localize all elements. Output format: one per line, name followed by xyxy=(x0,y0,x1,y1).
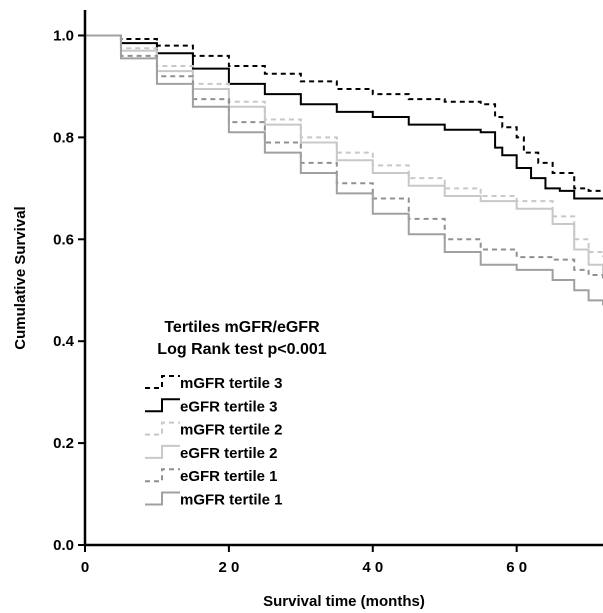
legend: Tertiles mGFR/eGFR Log Rank test p<0.001… xyxy=(145,319,327,509)
y-tick-label: 0.4 xyxy=(53,333,75,350)
legend-title-line-2: Log Rank test p<0.001 xyxy=(157,341,326,358)
legend-entry-label: eGFR tertile 1 xyxy=(180,468,278,485)
legend-swatch xyxy=(145,491,180,506)
series-line xyxy=(85,34,603,306)
y-tick-label: 0.2 xyxy=(53,435,74,452)
series-line xyxy=(85,34,603,258)
y-tick-label: 0.6 xyxy=(53,231,74,248)
plot-lines xyxy=(85,34,603,306)
y-tick-label: 0.8 xyxy=(53,129,74,146)
tick-labels: 0.0 0.2 0.4 0.6 0.8 1.0 0 2 0 4 0 6 0 xyxy=(53,27,527,576)
legend-title-line-1: Tertiles mGFR/eGFR xyxy=(164,319,320,336)
legend-entry-label: mGFR tertile 2 xyxy=(180,422,283,439)
legend-swatch xyxy=(145,421,180,436)
legend-entry-label: mGFR tertile 3 xyxy=(180,375,283,392)
legend-swatch xyxy=(145,444,180,459)
legend-entry-label: mGFR tertile 1 xyxy=(180,492,283,509)
legend-entry-label: eGFR tertile 3 xyxy=(180,398,278,415)
ticks xyxy=(78,34,518,552)
y-axis-title: Cumulative Survival xyxy=(12,206,29,349)
y-tick-label: 0.0 xyxy=(53,537,74,554)
y-tick-label: 1.0 xyxy=(53,27,74,44)
x-tick-label: 2 0 xyxy=(218,559,239,576)
series-line xyxy=(85,34,603,200)
x-tick-label: 0 xyxy=(81,559,89,576)
x-axis-title: Survival time (months) xyxy=(263,593,425,610)
legend-swatch xyxy=(145,375,180,389)
legend-swatch xyxy=(145,398,180,413)
legend-swatch xyxy=(145,468,180,483)
series-line xyxy=(85,34,603,192)
series-line xyxy=(85,34,603,281)
legend-entry-label: eGFR tertile 2 xyxy=(180,445,278,462)
x-tick-label: 4 0 xyxy=(362,559,383,576)
x-tick-label: 6 0 xyxy=(506,559,527,576)
series-line xyxy=(85,34,603,275)
axes xyxy=(83,10,603,547)
